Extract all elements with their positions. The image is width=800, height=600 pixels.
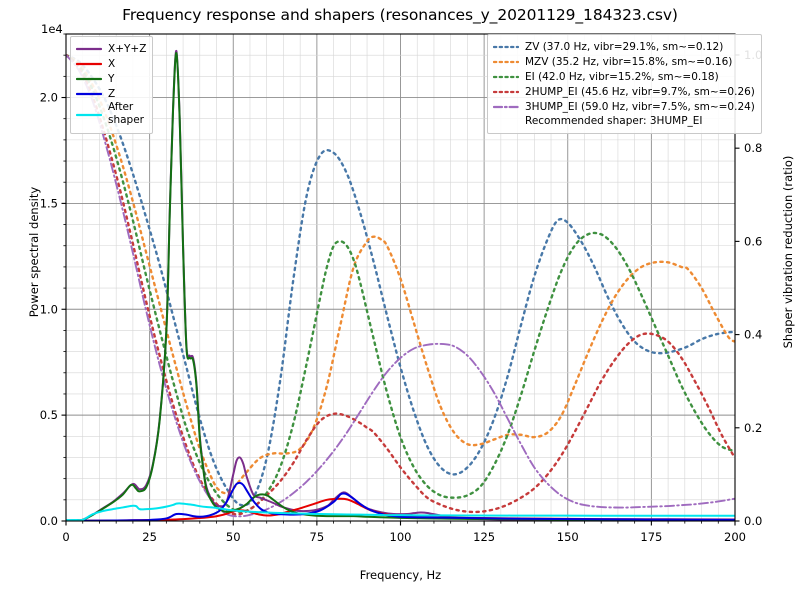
x-tick-label: 150 (557, 530, 579, 544)
legend-item-zv[interactable]: ZV (37.0 Hz, vibr=29.1%, sm~=0.12) (493, 39, 755, 54)
legend-item-3hump-ei[interactable]: 3HUMP_EI (59.0 Hz, vibr=7.5%, sm~=0.24) (493, 99, 755, 114)
y-right-tick-label: 0.0 (744, 514, 762, 528)
y-axis-offset-text: 1e4 (41, 22, 63, 36)
shaper-curve-3hump_ei (66, 54, 735, 518)
legend-swatch-line-icon (76, 43, 102, 55)
legend-item-z[interactable]: Z (76, 86, 146, 101)
legend-item-label: X+Y+Z (108, 42, 147, 55)
legend-item-label: 2HUMP_EI (45.6 Hz, vibr=9.7%, sm~=0.26) (525, 85, 755, 98)
legend-swatch-line-icon (493, 86, 519, 98)
shaper-curve-zv (66, 53, 735, 507)
legend-shapers[interactable]: ZV (37.0 Hz, vibr=29.1%, sm~=0.12) MZV (3… (487, 34, 762, 134)
y-axis-label-right: Shaper vibration reduction (ratio) (781, 155, 795, 349)
y-right-tick-label: 0.8 (744, 141, 762, 155)
y-left-tick-label: 0.5 (40, 408, 58, 422)
legend-swatch-line-icon (493, 101, 519, 113)
legend-swatch-line-icon (76, 109, 102, 121)
legend-item-y[interactable]: Y (76, 71, 146, 86)
legend-item-label: ZV (37.0 Hz, vibr=29.1%, sm~=0.12) (525, 40, 724, 53)
legend-swatch-line-icon (493, 71, 519, 83)
legend-swatch-line-icon (76, 88, 102, 100)
legend-item-label: Y (108, 72, 115, 85)
legend-item-ei[interactable]: EI (42.0 Hz, vibr=15.2%, sm~=0.18) (493, 69, 755, 84)
x-tick-label: 50 (226, 530, 241, 544)
legend-item-x[interactable]: X (76, 56, 146, 71)
legend-swatch-line-icon (493, 41, 519, 53)
x-tick-label: 25 (142, 530, 157, 544)
legend-item-label: X (108, 57, 116, 70)
legend-swatch-line-icon (76, 58, 102, 70)
legend-item-label: After shaper (108, 101, 145, 126)
x-tick-label: 0 (62, 530, 69, 544)
y-right-tick-label: 0.6 (744, 234, 762, 248)
legend-item-label: Z (108, 87, 116, 100)
psd-curve-after-shaper (66, 502, 735, 521)
legend-item-2hump-ei[interactable]: 2HUMP_EI (45.6 Hz, vibr=9.7%, sm~=0.26) (493, 84, 755, 99)
x-tick-label: 75 (310, 530, 325, 544)
x-tick-label: 175 (640, 530, 662, 544)
legend-item-mzv[interactable]: MZV (35.2 Hz, vibr=15.8%, sm~=0.16) (493, 54, 755, 69)
shaper-curve-2hump_ei (66, 53, 735, 516)
legend-item-label: 3HUMP_EI (59.0 Hz, vibr=7.5%, sm~=0.24) (525, 100, 755, 113)
legend-item-label: EI (42.0 Hz, vibr=15.2%, sm~=0.18) (525, 70, 719, 83)
y-right-tick-label: 0.4 (744, 328, 762, 342)
legend-psd[interactable]: X+Y+Z X Y Z After shaper (70, 36, 154, 134)
legend-item-label: MZV (35.2 Hz, vibr=15.8%, sm~=0.16) (525, 55, 733, 68)
recommended-shaper-note: Recommended shaper: 3HUMP_EI (525, 115, 703, 127)
y-left-tick-label: 2.0 (40, 91, 58, 105)
page-title: Frequency response and shapers (resonanc… (122, 6, 678, 24)
legend-item-x-y-z[interactable]: X+Y+Z (76, 41, 146, 56)
y-left-tick-label: 1.5 (40, 196, 58, 210)
legend-swatch-line-icon (76, 73, 102, 85)
shaper-curve-mzv (66, 53, 735, 495)
x-axis-label: Frequency, Hz (359, 568, 442, 582)
legend-item-after-shaper[interactable]: After shaper (76, 101, 146, 129)
x-tick-label: 125 (473, 530, 495, 544)
shaper-curve-ei (66, 53, 735, 513)
x-tick-label: 200 (724, 530, 746, 544)
legend-swatch-line-icon (493, 56, 519, 68)
y-axis-label-left: Power spectral density (27, 186, 41, 318)
psd-curve-y (66, 52, 735, 521)
y-left-tick-label: 0.0 (40, 514, 58, 528)
y-left-tick-label: 1.0 (40, 302, 58, 316)
y-right-tick-label: 0.2 (744, 421, 762, 435)
x-tick-label: 100 (390, 530, 412, 544)
